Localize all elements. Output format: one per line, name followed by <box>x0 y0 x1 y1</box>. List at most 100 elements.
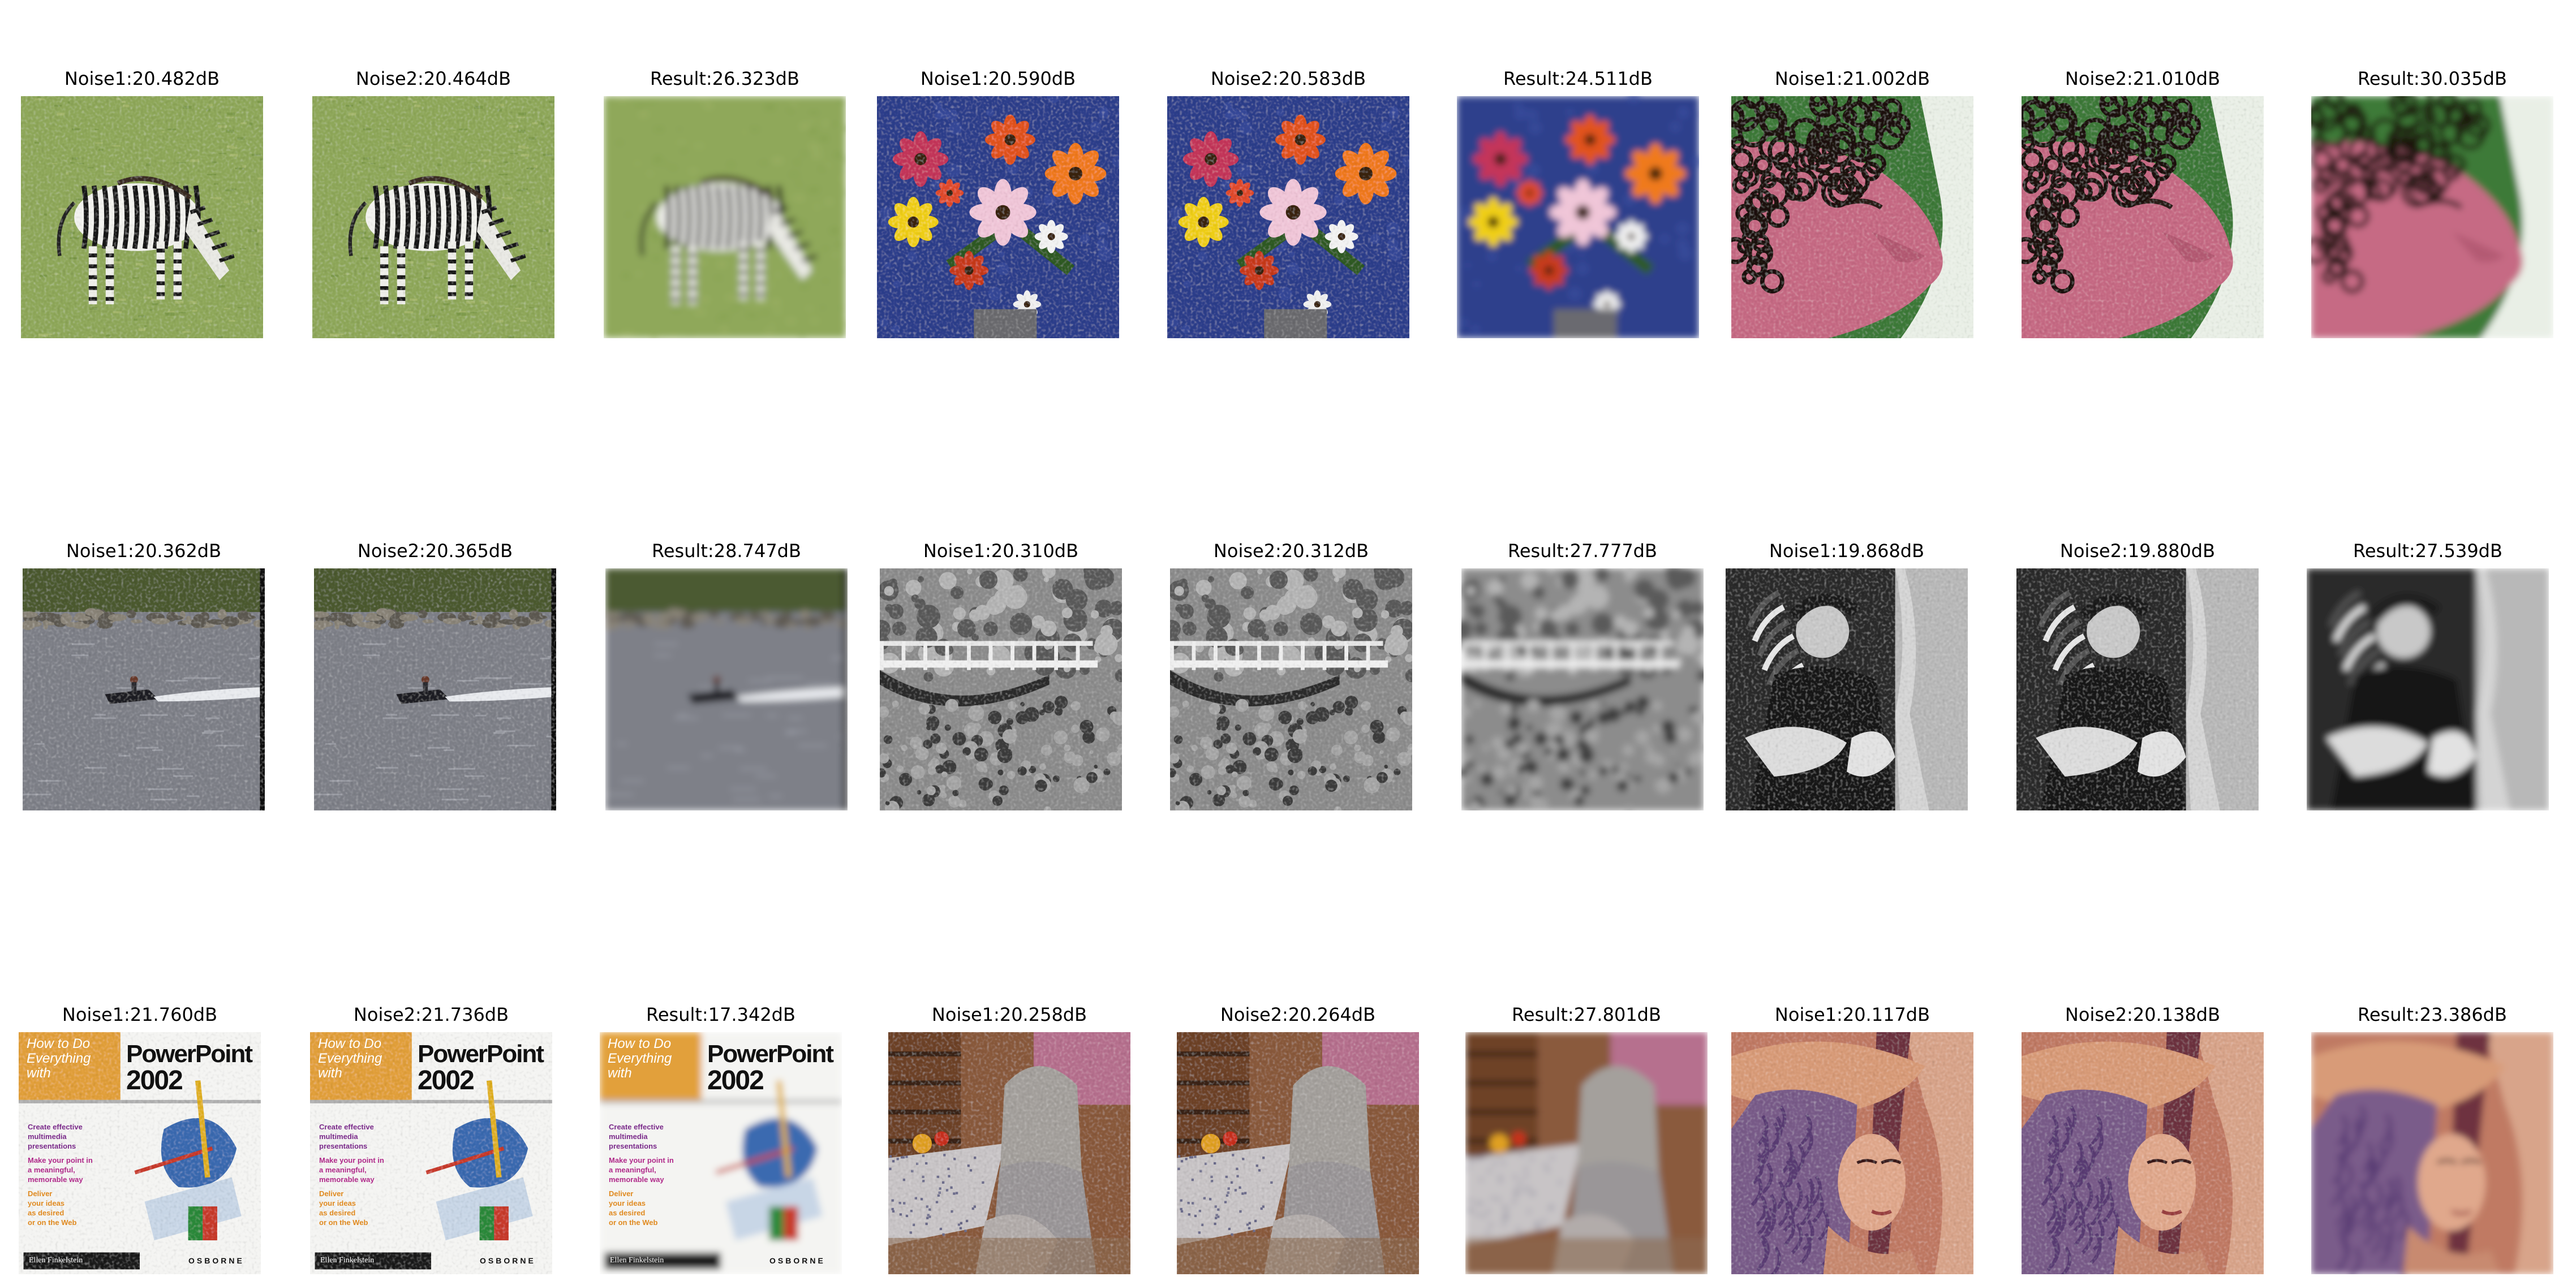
panel-caption: Result:30.035dB <box>2358 68 2507 89</box>
image-panel: Noise2:20.365dB <box>314 540 556 810</box>
panel-caption: Result:27.539dB <box>2353 540 2502 562</box>
panel-caption: Noise1:20.258dB <box>931 1004 1087 1025</box>
child-face-image <box>2022 96 2264 338</box>
image-panel: Noise1:20.258dB <box>888 1004 1130 1274</box>
publisher-logo: OSBORNE <box>769 1256 825 1265</box>
boat-image <box>314 568 556 810</box>
cover-blurb-line: Make your point in <box>28 1156 93 1164</box>
cover-blurb-line: multimedia <box>28 1132 67 1141</box>
panel-caption: Noise1:20.482dB <box>64 68 220 89</box>
image-panel: Result:23.386dB <box>2311 1004 2553 1274</box>
panel-caption: Result:28.747dB <box>652 540 801 562</box>
panel-caption: Result:27.777dB <box>1508 540 1657 562</box>
cover-blurb-line: memorable way <box>609 1175 664 1184</box>
image-panel: Noise2:20.312dB <box>1170 540 1412 810</box>
cover-author: Ellen Finkelstein <box>610 1256 664 1265</box>
image-panel: Noise1:20.482dB <box>21 68 263 338</box>
book-cover-image: How to Do Everything with PowerPoint 2002 C… <box>19 1032 261 1274</box>
panel-caption: Noise2:20.312dB <box>1213 540 1369 562</box>
image-panel: Result:27.539dB <box>2307 540 2549 810</box>
bridge-image <box>880 568 1122 810</box>
panel-caption: Noise1:21.002dB <box>1774 68 1930 89</box>
publisher-logo: OSBORNE <box>188 1256 244 1265</box>
image-panel: Noise2:19.880dB <box>2016 540 2259 810</box>
cover-blurb-line: Create effective <box>28 1123 83 1131</box>
image-panel: Result:17.342dB How to Do Everything wit… <box>600 1004 842 1274</box>
cover-title: PowerPoint <box>418 1040 544 1068</box>
panel-caption: Noise1:20.117dB <box>1774 1004 1930 1025</box>
flowers-image <box>1457 96 1699 338</box>
zebra-image <box>21 96 263 338</box>
cover-blurb-line: Create effective <box>609 1123 664 1131</box>
cover-blurb-line: presentations <box>609 1142 657 1150</box>
image-panel: Noise1:20.590dB <box>877 68 1119 338</box>
zebra-image <box>604 96 846 338</box>
cover-blurb-line: a meaningful, <box>319 1166 367 1174</box>
flowers-image <box>877 96 1119 338</box>
cover-author: Ellen Finkelstein <box>29 1256 83 1265</box>
cover-blurb-line: or on the Web <box>319 1218 368 1227</box>
image-panel: Noise2:21.736dB How to Do Everything wit… <box>310 1004 552 1274</box>
image-panel: Noise2:20.264dB <box>1177 1004 1419 1274</box>
cover-title-year: 2002 <box>707 1066 764 1095</box>
lena-image <box>2022 1032 2264 1274</box>
cover-top-text: How to Do Everything with <box>27 1036 91 1081</box>
book-cover-image: How to Do Everything with PowerPoint 2002 C… <box>310 1032 552 1274</box>
panel-caption: Result:17.342dB <box>646 1004 795 1025</box>
cover-title-year: 2002 <box>126 1066 183 1095</box>
zebra-image <box>312 96 554 338</box>
panel-caption: Noise1:21.760dB <box>62 1004 218 1025</box>
cover-title-year: 2002 <box>418 1066 475 1095</box>
panel-caption: Noise1:20.310dB <box>923 540 1079 562</box>
cover-blurb-line: as desired <box>319 1209 356 1217</box>
cover-blurb-line: Deliver <box>319 1189 344 1198</box>
man-with-feathers-image <box>2016 568 2259 810</box>
cover-blurb-line: your ideas <box>28 1199 65 1207</box>
panel-caption: Noise1:20.590dB <box>920 68 1076 89</box>
image-panel: Result:24.511dB <box>1457 68 1699 338</box>
woman-seated-image <box>1465 1032 1708 1274</box>
panel-caption: Noise2:20.365dB <box>357 540 513 562</box>
panel-caption: Noise2:21.736dB <box>353 1004 509 1025</box>
woman-seated-image <box>1177 1032 1419 1274</box>
cover-blurb-line: Deliver <box>609 1189 634 1198</box>
bridge-image <box>1170 568 1412 810</box>
man-with-feathers-image <box>2307 568 2549 810</box>
image-panel: Noise2:21.010dB <box>2022 68 2264 338</box>
panel-caption: Result:26.323dB <box>650 68 799 89</box>
cover-blurb-line: multimedia <box>319 1132 358 1141</box>
panel-caption: Noise2:20.138dB <box>2065 1004 2221 1025</box>
image-panel: Noise2:20.583dB <box>1167 68 1409 338</box>
cover-blurb-line: memorable way <box>28 1175 83 1184</box>
cover-blurb-line: as desired <box>609 1209 646 1217</box>
cover-blurb-line: as desired <box>28 1209 64 1217</box>
cover-blurb-line: presentations <box>28 1142 76 1150</box>
panel-caption: Result:23.386dB <box>2358 1004 2507 1025</box>
cover-blurb-line: Create effective <box>319 1123 374 1131</box>
cover-blurb-line: presentations <box>319 1142 368 1150</box>
cover-blurb-line: or on the Web <box>28 1218 77 1227</box>
image-panel: Result:28.747dB <box>605 540 848 810</box>
lena-image <box>1731 1032 1973 1274</box>
cover-title: PowerPoint <box>126 1040 253 1068</box>
image-panel: Result:27.777dB <box>1461 540 1704 810</box>
panel-caption: Result:27.801dB <box>1512 1004 1661 1025</box>
panel-caption: Noise2:20.264dB <box>1220 1004 1376 1025</box>
cover-blurb-line: Make your point in <box>319 1156 384 1164</box>
panel-caption: Result:24.511dB <box>1503 68 1653 89</box>
cover-blurb-line: or on the Web <box>609 1218 658 1227</box>
flowers-image <box>1167 96 1409 338</box>
image-panel: Result:30.035dB <box>2311 68 2553 338</box>
cover-blurb-line: multimedia <box>609 1132 648 1141</box>
panel-caption: Noise2:20.583dB <box>1210 68 1366 89</box>
panel-caption: Noise1:19.868dB <box>1769 540 1925 562</box>
panel-caption: Noise2:20.464dB <box>355 68 511 89</box>
cover-blurb-line: a meaningful, <box>28 1166 75 1174</box>
panel-caption: Noise1:20.362dB <box>66 540 222 562</box>
man-with-feathers-image <box>1726 568 1968 810</box>
image-panel: Noise2:20.464dB <box>312 68 554 338</box>
image-panel: Noise2:20.138dB <box>2022 1004 2264 1274</box>
panel-caption: Noise2:21.010dB <box>2065 68 2221 89</box>
woman-seated-image <box>888 1032 1130 1274</box>
